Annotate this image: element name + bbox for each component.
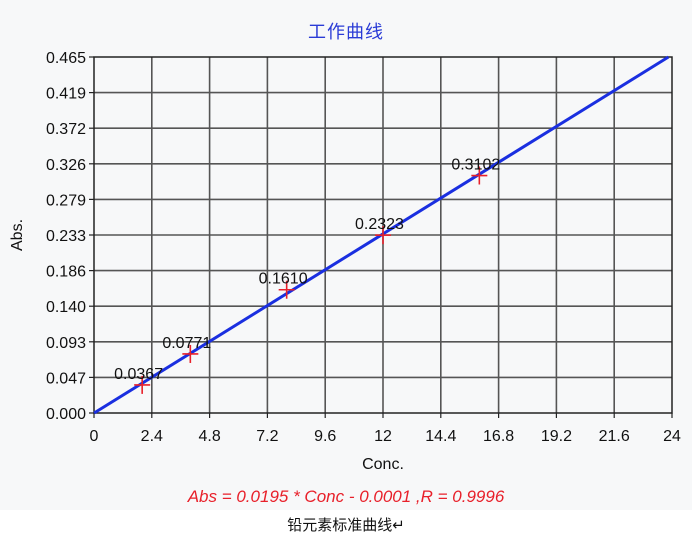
chart-title: 工作曲线 bbox=[308, 22, 384, 43]
figure-caption: 铅元素标准曲线↵ bbox=[287, 516, 405, 534]
data-point: 0.0367 bbox=[114, 366, 163, 394]
x-tick-label: 12 bbox=[374, 428, 392, 445]
x-tick-label: 14.4 bbox=[425, 428, 456, 445]
y-tick-label: 0.326 bbox=[46, 157, 86, 174]
data-points: 0.0367 0.0771 0.1610 0.2323 0.3102 bbox=[114, 157, 500, 394]
data-label: 0.1610 bbox=[259, 271, 308, 288]
y-tick-label: 0.140 bbox=[46, 299, 86, 316]
y-tick-label: 0.233 bbox=[46, 228, 86, 245]
chart-panel bbox=[0, 0, 692, 510]
x-tick-label: 9.6 bbox=[314, 428, 336, 445]
x-tick-label: 2.4 bbox=[141, 428, 163, 445]
y-tick-label: 0.372 bbox=[46, 121, 86, 138]
x-tick-label: 0 bbox=[90, 428, 99, 445]
x-axis-label: Conc. bbox=[362, 456, 404, 473]
y-tick-label: 0.279 bbox=[46, 192, 86, 209]
y-tick-label: 0.093 bbox=[46, 335, 86, 352]
x-tick-label: 19.2 bbox=[541, 428, 572, 445]
data-label: 0.3102 bbox=[451, 157, 500, 174]
chart-plot: 0 2.4 4.8 7.2 9.6 12 14.4 16.8 19.2 21.6 24 0.0000… bbox=[9, 50, 681, 473]
y-tick-label: 0.419 bbox=[46, 86, 86, 103]
data-label: 0.0367 bbox=[114, 366, 163, 383]
x-tick-label: 21.6 bbox=[599, 428, 630, 445]
data-point: 0.3102 bbox=[451, 157, 500, 185]
x-tick-label: 7.2 bbox=[256, 428, 278, 445]
data-label: 0.0771 bbox=[162, 335, 211, 352]
y-tick-label: 0.047 bbox=[46, 370, 86, 387]
y-axis-ticks: 0.000 0.047 0.093 0.140 0.186 0.233 0.279 0.326… bbox=[46, 50, 94, 423]
y-tick-label: 0.465 bbox=[46, 50, 86, 67]
data-label: 0.2323 bbox=[355, 216, 404, 233]
y-axis-label: Abs. bbox=[9, 219, 26, 251]
regression-equation: Abs = 0.0195 * Conc - 0.0001 ,R = 0.9996 bbox=[187, 487, 505, 506]
grid bbox=[94, 57, 672, 413]
x-tick-label: 24 bbox=[663, 428, 681, 445]
x-axis-ticks: 0 2.4 4.8 7.2 9.6 12 14.4 16.8 19.2 21.6 24 bbox=[90, 413, 681, 445]
data-point: 0.2323 bbox=[355, 216, 404, 245]
y-tick-label: 0.000 bbox=[46, 406, 86, 423]
y-tick-label: 0.186 bbox=[46, 264, 86, 281]
x-tick-label: 4.8 bbox=[198, 428, 220, 445]
x-tick-label: 16.8 bbox=[483, 428, 514, 445]
data-point: 0.1610 bbox=[259, 271, 308, 299]
data-point: 0.0771 bbox=[162, 335, 211, 363]
